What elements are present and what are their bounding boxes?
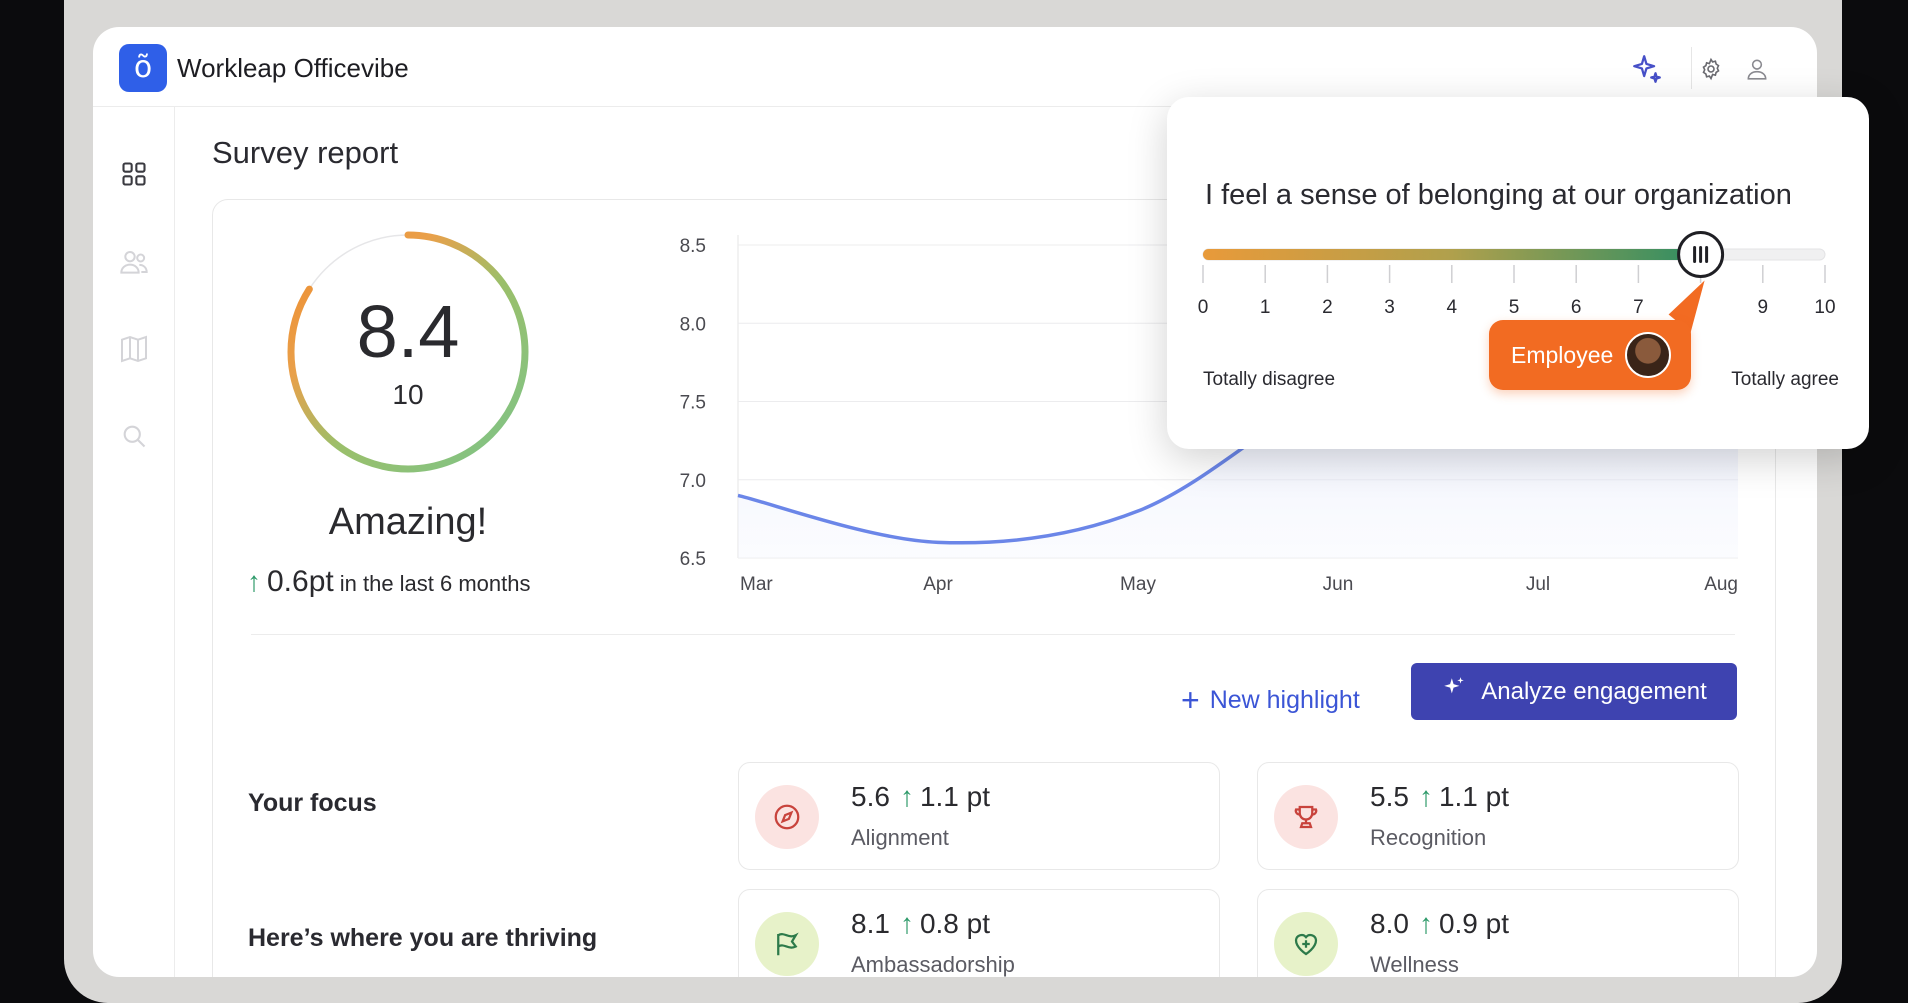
user-icon[interactable] [1737, 49, 1777, 89]
sidebar [93, 107, 175, 977]
popover-question: I feel a sense of belonging at our organ… [1205, 179, 1792, 211]
metric-delta: ↑ 1.1 pt [1419, 781, 1509, 813]
metric-score: 5.5 [1370, 781, 1409, 812]
tag-pointer [1668, 280, 1705, 333]
flag-icon [755, 912, 819, 976]
book-icon[interactable] [117, 332, 151, 366]
metric-score: 8.1 [851, 908, 890, 939]
slider-tick-label: 0 [1197, 297, 1209, 318]
officevibe-logo[interactable]: õ [119, 44, 167, 92]
plus-icon: + [1181, 682, 1200, 718]
question-popover: I feel a sense of belonging at our organ… [1167, 97, 1869, 449]
header-divider [1691, 47, 1692, 89]
trophy-icon [1274, 785, 1338, 849]
new-highlight-button[interactable]: + New highlight [1181, 672, 1360, 728]
score-verdict: Amazing! [328, 501, 488, 543]
max-scale-label: Totally agree [1731, 369, 1839, 390]
metric-score-row: 8.1 ↑ 0.8 pt [851, 908, 990, 940]
rating-slider[interactable] [1167, 97, 1869, 449]
slider-tick-label: 7 [1633, 297, 1644, 318]
focus-heading: Your focus [248, 789, 377, 817]
metric-delta-value: 1.1 pt [1438, 781, 1509, 812]
slider-fill [1203, 249, 1701, 260]
metric-name: Wellness [1370, 952, 1459, 977]
arrow-up-icon: ↑ [247, 566, 261, 597]
section-divider [251, 634, 1735, 635]
slider-thumb[interactable] [1677, 231, 1725, 278]
page-title: Survey report [212, 135, 399, 170]
slider-tick-label: 10 [1814, 297, 1836, 318]
arrow-up-icon: ↑ [1418, 908, 1433, 939]
metric-delta-value: 0.8 pt [919, 908, 990, 939]
grid-icon[interactable] [117, 157, 151, 191]
score-change-value: 0.6pt [267, 565, 334, 598]
score-ring [287, 231, 529, 473]
metric-card-alignment[interactable]: 5.6 ↑ 1.1 pt Alignment [738, 762, 1220, 870]
metric-card-wellness[interactable]: 8.0 ↑ 0.9 pt Wellness [1257, 889, 1739, 977]
slider-tick-label: 9 [1757, 297, 1769, 318]
metric-card-recognition[interactable]: 5.5 ↑ 1.1 pt Recognition [1257, 762, 1739, 870]
slider-tick-label: 4 [1446, 297, 1458, 318]
analyze-engagement-label: Analyze engagement [1481, 677, 1707, 705]
metric-score: 5.6 [851, 781, 890, 812]
slider-tick-label: 1 [1259, 297, 1271, 318]
sparkle-icon [1441, 675, 1467, 708]
arrow-up-icon: ↑ [1418, 781, 1433, 812]
people-icon[interactable] [117, 245, 151, 279]
compass-icon [755, 785, 819, 849]
metric-score-row: 8.0 ↑ 0.9 pt [1370, 908, 1509, 940]
heart-plus-icon [1274, 912, 1338, 976]
gear-icon[interactable] [1691, 49, 1731, 89]
slider-tick-label: 3 [1384, 297, 1395, 318]
avatar [1625, 332, 1672, 378]
metric-delta: ↑ 1.1 pt [900, 781, 990, 813]
metric-delta: ↑ 0.9 pt [1419, 908, 1509, 940]
arrow-up-icon: ↑ [899, 908, 914, 939]
slider-tick-label: 2 [1322, 297, 1333, 318]
metric-score-row: 5.6 ↑ 1.1 pt [851, 781, 990, 813]
new-highlight-label: New highlight [1209, 685, 1360, 714]
metric-delta-value: 0.9 pt [1438, 908, 1509, 939]
score-change-text: in the last 6 months [339, 571, 531, 596]
slider-tick-label: 6 [1570, 297, 1582, 318]
score-change: ↑ 0.6pt in the last 6 months [247, 565, 531, 599]
sparkle-icon[interactable] [1627, 49, 1667, 89]
metric-score-row: 5.5 ↑ 1.1 pt [1370, 781, 1509, 813]
metric-score: 8.0 [1370, 908, 1409, 939]
employee-tag: Employee [1489, 320, 1691, 390]
metric-delta: ↑ 0.8 pt [900, 908, 990, 940]
score-max: 10 [392, 379, 424, 410]
report-card [212, 199, 1776, 977]
arrow-up-icon: ↑ [899, 781, 914, 812]
slider-tick-label: 5 [1508, 297, 1520, 318]
metric-name: Alignment [851, 825, 949, 850]
score-gauge: 8.4 10 [283, 227, 533, 477]
employee-tag-label: Employee [1511, 341, 1614, 368]
metric-card-ambassadorship[interactable]: 8.1 ↑ 0.8 pt Ambassadorship [738, 889, 1220, 977]
search-icon[interactable] [117, 419, 151, 453]
metric-name: Recognition [1370, 825, 1487, 850]
metric-name: Ambassadorship [851, 952, 1015, 977]
score-value: 8.4 [356, 290, 460, 373]
min-scale-label: Totally disagree [1203, 369, 1336, 390]
brand-name: Workleap Officevibe [177, 53, 409, 83]
thriving-heading: Here’s where you are thriving [248, 924, 598, 952]
metric-delta-value: 1.1 pt [919, 781, 990, 812]
top-bar: õ Workleap Officevibe [93, 27, 1817, 107]
analyze-engagement-button[interactable]: Analyze engagement [1411, 663, 1737, 720]
